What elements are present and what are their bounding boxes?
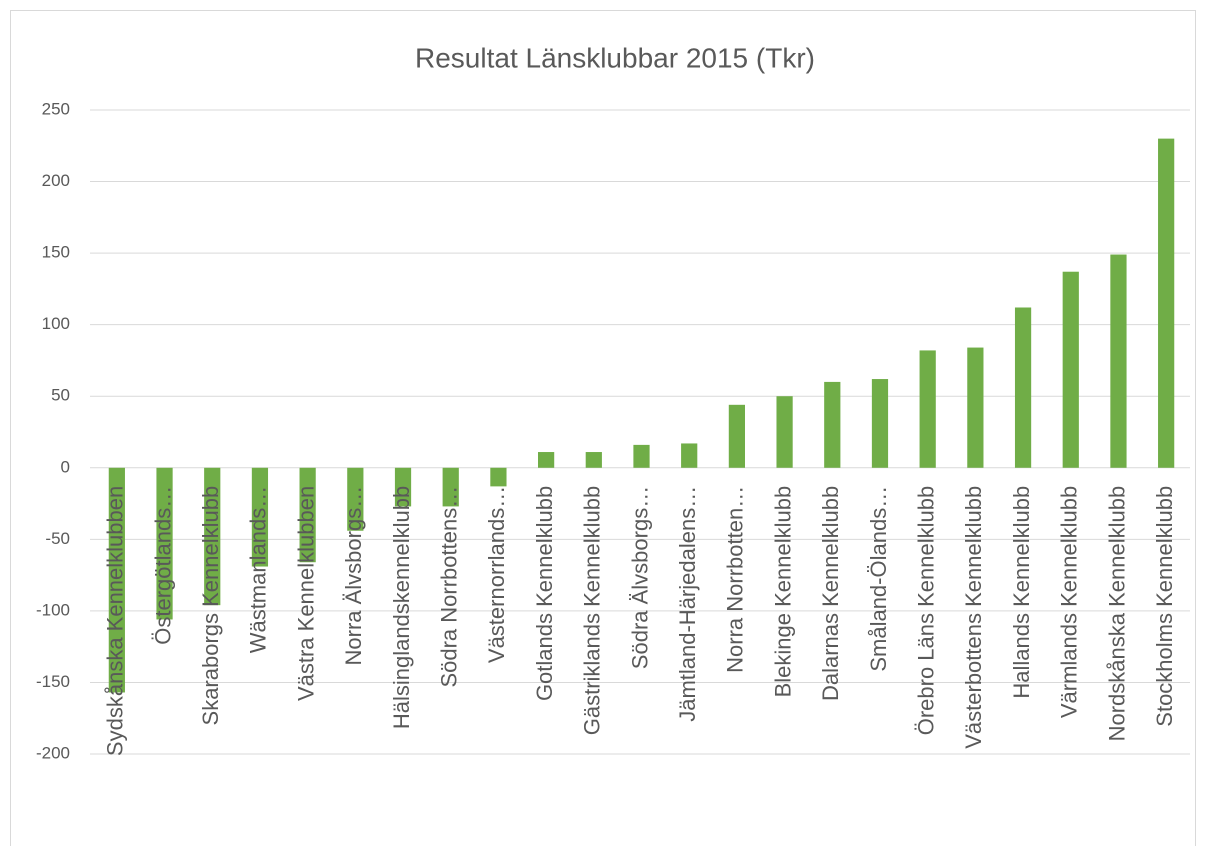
bar	[394, 467, 412, 507]
chart-title: Resultat Länsklubbar 2015 (Tkr)	[415, 42, 815, 73]
x-tick-label: Sydskånska Kennelklubben	[103, 486, 128, 756]
x-tick-label: Västernorrlands…	[484, 486, 509, 663]
x-tick-label: Dalarnas Kennelklubb	[818, 486, 843, 701]
bar	[633, 444, 650, 468]
x-tick-label: Hallands Kennelklubb	[1009, 486, 1034, 699]
x-tick-label: Blekinge Kennelklubb	[770, 486, 795, 698]
x-tick-label: Gästriklands Kennelklubb	[580, 486, 605, 735]
bar	[538, 452, 555, 468]
y-tick-label: 100	[42, 314, 70, 333]
bar	[681, 443, 698, 468]
y-tick-label: 200	[42, 171, 70, 190]
bar	[1158, 138, 1175, 468]
y-tick-label: 0	[61, 457, 70, 476]
x-tick-label: Skaraborgs Kennelklubb	[198, 486, 223, 726]
y-tick-label: 150	[42, 243, 70, 262]
x-tick-label: Södra Älvsborgs…	[627, 486, 652, 669]
x-tick-label: Jämtland-Härjedalens…	[675, 486, 700, 722]
y-tick-label: -150	[36, 672, 70, 691]
y-tick-label: 250	[42, 99, 70, 118]
bar	[1062, 271, 1079, 468]
x-tick-label: Södra Norrbottens…	[437, 486, 462, 688]
x-tick-label: Gotlands Kennelklubb	[532, 486, 557, 701]
x-tick-label: Wästmanlands…	[246, 486, 271, 654]
chart-border	[10, 10, 1196, 846]
y-tick-label: -100	[36, 600, 70, 619]
x-tick-label: Örebro Läns Kennelklubb	[913, 486, 938, 736]
bar	[251, 467, 269, 567]
bar	[919, 350, 936, 468]
bar	[1110, 254, 1127, 468]
bar	[347, 467, 364, 531]
bar	[1014, 307, 1032, 468]
x-tick-label: Norra Älvsborgs…	[341, 486, 366, 666]
bar	[490, 467, 507, 487]
bar	[299, 467, 316, 563]
bar	[156, 467, 173, 620]
x-tick-label: Norra Norrbotten…	[723, 486, 748, 673]
x-tick-label: Värmlands Kennelklubb	[1057, 486, 1082, 718]
x-tick-label: Nordskånska Kennelklubb	[1104, 486, 1129, 742]
x-tick-label: Hälsinglandskennelklubb	[389, 486, 414, 729]
x-tick-label: Stockholms Kennelklubb	[1152, 486, 1177, 727]
y-tick-label: 50	[51, 386, 70, 405]
x-tick-label: Östergötlands…	[150, 486, 175, 645]
bar	[824, 381, 841, 468]
x-tick-label: Småland-Ölands…	[866, 486, 891, 672]
bar	[871, 379, 889, 468]
x-tick-label: Västerbottens Kennelklubb	[961, 486, 986, 749]
bar	[204, 467, 221, 606]
x-tick-label: Västra Kennelklubben	[293, 486, 318, 701]
y-tick-label: -50	[45, 529, 70, 548]
bar	[728, 404, 745, 468]
bar	[442, 467, 459, 507]
bar	[108, 467, 125, 693]
bar	[776, 396, 793, 468]
y-tick-label: -200	[36, 743, 70, 762]
bar	[585, 452, 602, 468]
bar	[967, 347, 984, 468]
